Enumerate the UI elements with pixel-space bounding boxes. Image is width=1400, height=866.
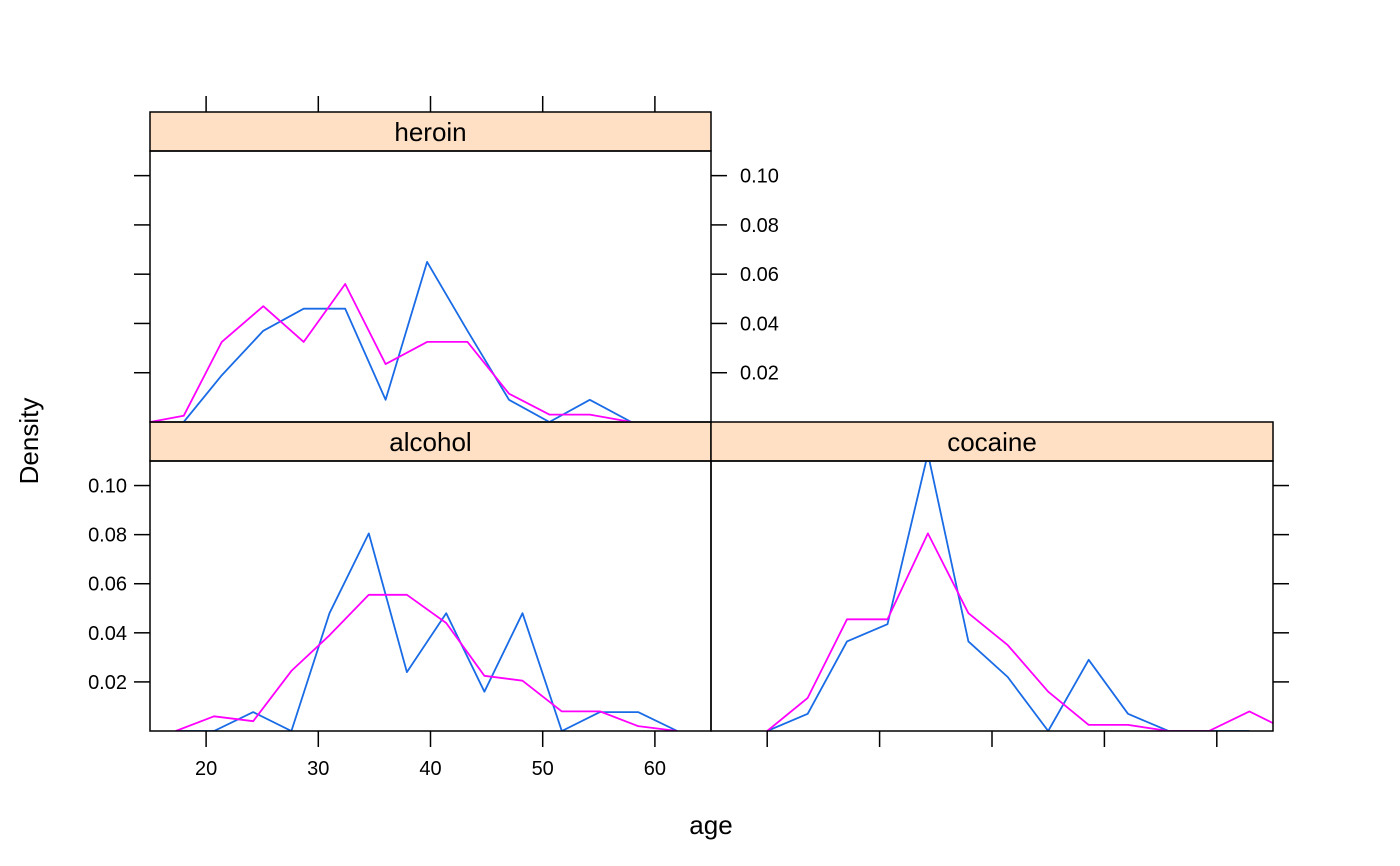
x-axis-title: age (689, 810, 732, 840)
y-tick-label: 0.02 (88, 672, 127, 694)
axes: 20 30 40 50 60 0.02 0.04 0.06 0.08 0.10 0.02 0.04 0.… (88, 96, 1289, 780)
x-tick-label: 60 (644, 758, 666, 780)
series-line-heroin-1 (183, 260, 632, 422)
y-tick-label: 0.06 (88, 574, 127, 596)
series-line-alcohol-1 (175, 532, 678, 731)
y-tick-label: 0.04 (740, 313, 779, 335)
panel-frame-cocaine (710, 460, 1274, 732)
x-tick-label: 30 (307, 758, 329, 780)
y-axis-title: Density (14, 398, 44, 485)
panel-frame-alcohol (149, 460, 712, 732)
panel-cocaine: cocaine (710, 421, 1274, 732)
panel-frame-heroin (149, 150, 712, 423)
y-tick-label: 0.08 (88, 525, 127, 547)
series-line-cocaine-2 (766, 532, 1273, 731)
strip-label-heroin: heroin (394, 117, 466, 147)
panel-alcohol: alcohol (149, 421, 712, 732)
x-tick-label: 40 (419, 758, 441, 780)
strip-alcohol (149, 421, 712, 462)
strip-label-cocaine: cocaine (947, 427, 1037, 457)
y-tick-label: 0.08 (740, 215, 779, 237)
y-tick-label: 0.02 (740, 363, 779, 385)
y-tick-label: 0.10 (88, 476, 127, 498)
y-tick-label: 0.04 (88, 623, 127, 645)
x-tick-label: 50 (532, 758, 554, 780)
series-line-alcohol-2 (175, 593, 678, 731)
y-tick-label: 0.06 (740, 264, 779, 286)
series-line-cocaine-1 (766, 461, 1250, 731)
y-tick-label: 0.10 (740, 166, 779, 188)
x-tick-label: 20 (195, 758, 217, 780)
series-line-heroin-2 (150, 283, 632, 422)
strip-label-alcohol: alcohol (389, 427, 471, 457)
strip-cocaine (710, 421, 1274, 462)
panel-heroin: heroin (149, 111, 712, 423)
